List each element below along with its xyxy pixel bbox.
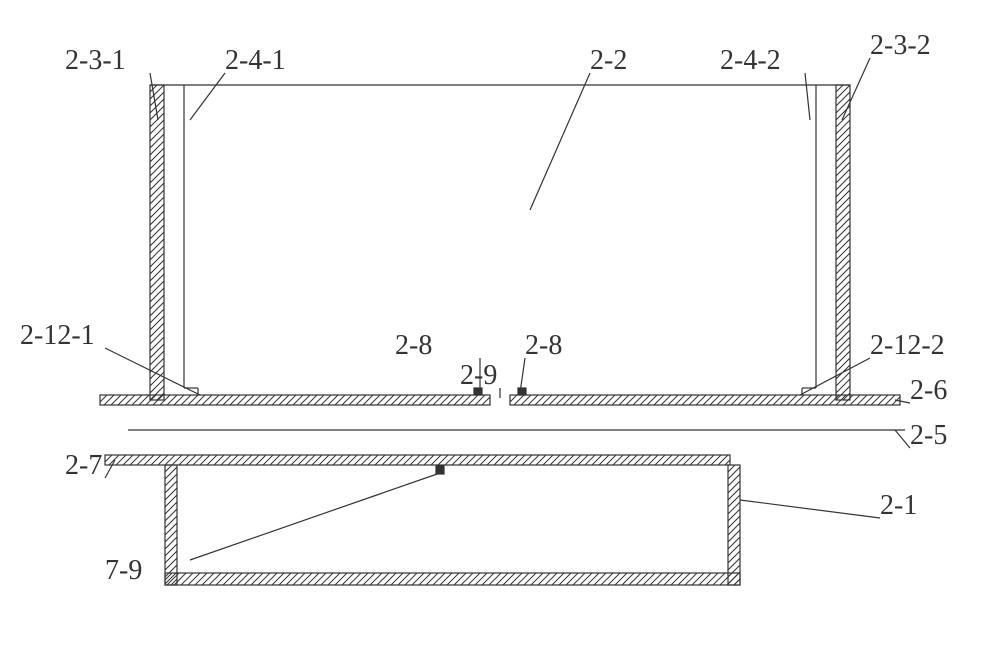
label-2-5: 2-5 bbox=[910, 420, 947, 452]
label-2-4-2: 2-4-2 bbox=[720, 45, 781, 77]
label-7-9: 7-9 bbox=[105, 555, 142, 587]
diagram-canvas: 2-3-1 2-4-1 2-2 2-4-2 2-3-2 2-12-1 2-8 2-8 2-9 2-… bbox=[0, 0, 1000, 645]
label-2-12-2: 2-12-2 bbox=[870, 330, 945, 362]
diagram-svg bbox=[0, 0, 1000, 645]
label-2-9: 2-9 bbox=[460, 360, 497, 392]
label-2-2: 2-2 bbox=[590, 45, 627, 77]
label-2-8b: 2-8 bbox=[525, 330, 562, 362]
label-2-6: 2-6 bbox=[910, 375, 947, 407]
label-2-7: 2-7 bbox=[65, 450, 102, 482]
label-2-12-1: 2-12-1 bbox=[20, 320, 95, 352]
label-2-4-1: 2-4-1 bbox=[225, 45, 286, 77]
label-2-8a: 2-8 bbox=[395, 330, 432, 362]
label-2-3-1: 2-3-1 bbox=[65, 45, 126, 77]
label-2-1: 2-1 bbox=[880, 490, 917, 522]
label-2-3-2: 2-3-2 bbox=[870, 30, 931, 62]
